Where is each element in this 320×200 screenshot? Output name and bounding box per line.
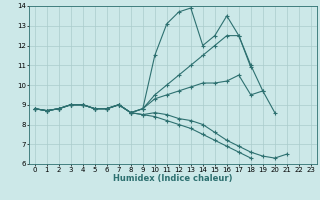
X-axis label: Humidex (Indice chaleur): Humidex (Indice chaleur) — [113, 174, 233, 183]
